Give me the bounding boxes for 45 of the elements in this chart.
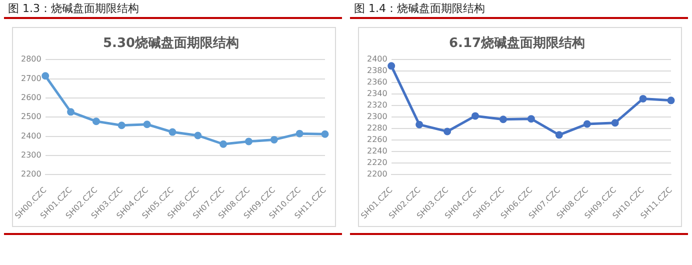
point: [611, 119, 619, 127]
y-tick-label: 2200: [21, 170, 42, 179]
point: [321, 130, 329, 138]
point: [583, 120, 591, 128]
caption: 图 1.4：烧碱盘面期限结构: [353, 1, 486, 17]
y-tick-label: 2360: [367, 78, 388, 87]
point: [667, 96, 675, 104]
point: [388, 62, 396, 70]
y-tick-label: 2260: [367, 135, 388, 144]
y-tick-label: 2400: [367, 54, 388, 64]
point: [555, 131, 563, 139]
chart-title: 6.17烧碱盘面期限结构: [448, 36, 586, 52]
point: [67, 108, 75, 116]
y-tick-label: 2400: [21, 131, 42, 140]
y-tick-label: 2220: [367, 158, 388, 168]
point: [42, 72, 50, 80]
point: [296, 130, 304, 138]
point: [220, 140, 228, 148]
point: [244, 138, 252, 146]
point: [499, 116, 507, 124]
point: [416, 120, 424, 128]
point: [270, 136, 278, 144]
y-tick-label: 2320: [367, 100, 388, 110]
point: [194, 132, 202, 140]
y-tick-label: 2500: [21, 112, 42, 122]
point: [444, 128, 452, 136]
caption: 图 1.3：烧碱盘面期限结构: [7, 1, 140, 17]
y-tick-label: 2300: [21, 150, 42, 160]
y-tick-label: 2300: [367, 112, 388, 122]
y-tick-label: 2380: [367, 66, 388, 76]
y-tick-label: 2340: [367, 89, 388, 98]
point: [92, 118, 100, 126]
point: [472, 112, 479, 120]
point: [118, 122, 126, 130]
chart-title: 5.30烧碱盘面期限结构: [102, 36, 240, 52]
point: [168, 128, 176, 136]
y-tick-label: 2280: [367, 124, 388, 133]
y-tick-label: 2600: [21, 93, 42, 102]
y-tick-label: 2240: [367, 146, 388, 156]
y-tick-label: 2200: [367, 170, 388, 179]
point: [527, 115, 535, 123]
point: [639, 94, 647, 102]
y-tick-label: 2800: [21, 54, 42, 64]
point: [143, 120, 151, 128]
y-tick-label: 2700: [21, 74, 42, 83]
